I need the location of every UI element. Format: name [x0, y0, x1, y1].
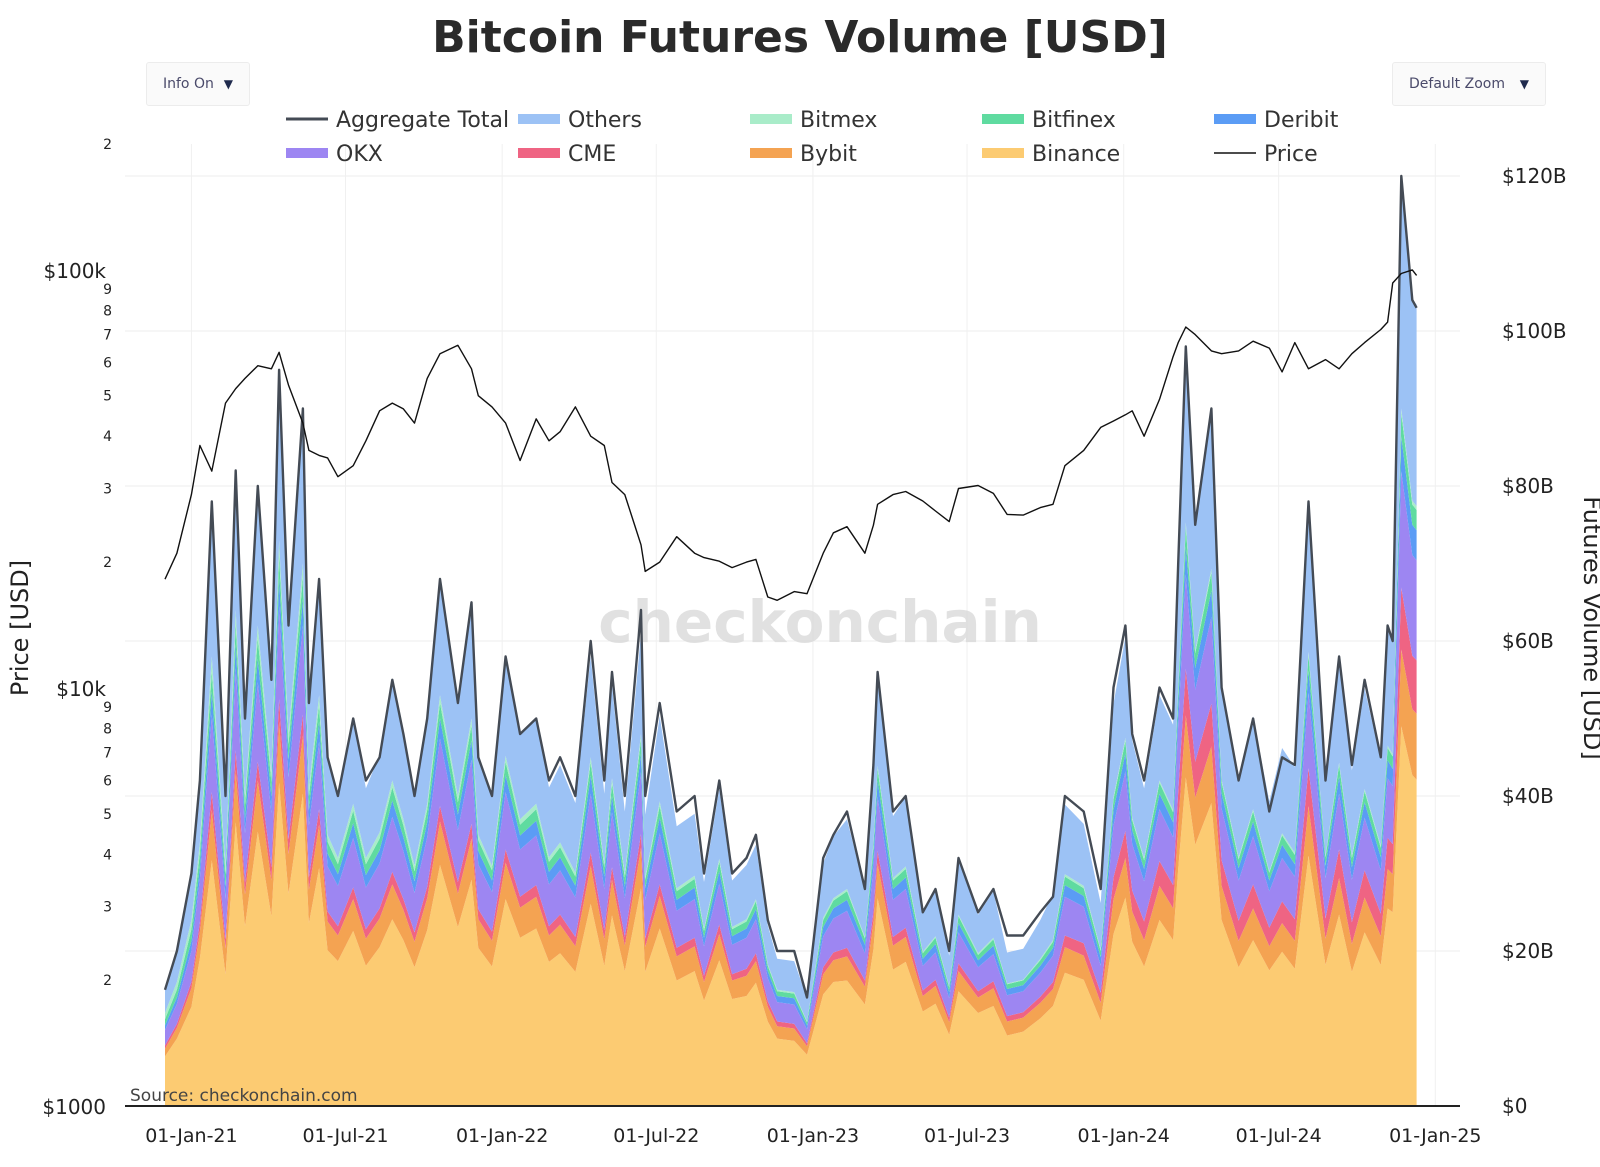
- line-price: [164, 269, 1418, 601]
- legend-label-price: Price: [1264, 142, 1318, 167]
- left-minor-tick-label: 2: [103, 973, 112, 989]
- left-minor-tick-label: 8: [103, 303, 112, 319]
- legend-label-bybit: Bybit: [800, 142, 857, 167]
- chevron-down-icon: ▼: [1519, 77, 1529, 91]
- watermark-text: checkonchain: [598, 588, 1042, 656]
- x-tick-label: 01-Jul-24: [1236, 1125, 1322, 1147]
- legend-label-binance: Binance: [1032, 142, 1120, 167]
- left-minor-tick-label: 5: [103, 807, 112, 823]
- left-minor-tick-label: 3: [103, 900, 112, 916]
- legend-swatch-deribit: [1214, 114, 1256, 124]
- left-minor-tick-label: 4: [103, 847, 112, 863]
- right-tick-label: $0: [1502, 1094, 1527, 1118]
- legend-swatch-bitfinex: [982, 114, 1024, 124]
- line-aggregate-total: [163, 174, 1418, 999]
- legend-swatch-bitmex: [750, 114, 792, 124]
- stacked-volume-areas: [165, 176, 1417, 1106]
- right-axis-ticks: $0 $20B $40B $60B $80B $100B $120B: [1502, 164, 1567, 1118]
- legend-swatch-binance: [982, 148, 1024, 158]
- legend-label-bitmex: Bitmex: [800, 108, 877, 133]
- legend-label-cme: CME: [568, 142, 616, 167]
- legend-label-aggregate: Aggregate Total: [336, 108, 509, 133]
- left-minor-tick-label: 7: [103, 328, 112, 344]
- left-minor-tick-label: 2: [103, 555, 112, 571]
- left-minor-tick-label: 3: [103, 481, 112, 497]
- right-tick-label: $120B: [1502, 164, 1567, 188]
- left-minor-tick-label: 2: [103, 137, 112, 153]
- chevron-down-icon: ▼: [223, 77, 233, 91]
- area-okx: [165, 471, 1417, 1046]
- x-tick-label: 01-Jan-24: [1077, 1125, 1169, 1147]
- legend-label-bitfinex: Bitfinex: [1032, 108, 1116, 133]
- legend: Aggregate Total Others Bitmex Bitfinex Derib…: [286, 108, 1339, 167]
- left-tick-label: $1000: [42, 1095, 106, 1119]
- series-lines: [163, 174, 1418, 999]
- info-toggle-dropdown[interactable]: Info On ▼: [146, 62, 250, 106]
- right-tick-label: $40B: [1502, 784, 1554, 808]
- area-others: [165, 176, 1417, 1022]
- left-minor-tick-label: 7: [103, 746, 112, 762]
- zoom-dropdown[interactable]: Default Zoom ▼: [1392, 62, 1546, 106]
- legend-swatch-others: [518, 114, 560, 124]
- left-tick-label: $100k: [44, 259, 107, 283]
- zoom-label: Default Zoom: [1409, 76, 1505, 92]
- legend-label-deribit: Deribit: [1264, 108, 1339, 133]
- legend-swatch-bybit: [750, 148, 792, 158]
- x-tick-label: 01-Jul-21: [302, 1125, 388, 1147]
- chart-title: Bitcoin Futures Volume [USD]: [432, 12, 1168, 63]
- x-axis-ticks: 01-Jan-21 01-Jul-21 01-Jan-22 01-Jul-22 01-J…: [145, 1125, 1481, 1147]
- info-toggle-label: Info On: [163, 76, 214, 92]
- area-binance: [165, 726, 1417, 1106]
- left-tick-label: $10k: [56, 677, 106, 701]
- left-minor-tick-label: 8: [103, 721, 112, 737]
- legend-label-others: Others: [568, 108, 642, 133]
- right-tick-label: $80B: [1502, 474, 1554, 498]
- legend-swatch-cme: [518, 148, 560, 158]
- legend-label-okx: OKX: [336, 142, 383, 167]
- right-tick-label: $20B: [1502, 939, 1554, 963]
- left-minor-tick-label: 9: [103, 700, 112, 716]
- left-minor-tick-label: 4: [103, 429, 112, 445]
- right-axis-title: Futures Volume [USD]: [1578, 496, 1600, 759]
- source-text: Source: checkonchain.com: [130, 1086, 358, 1106]
- left-minor-tick-label: 6: [103, 356, 112, 372]
- right-tick-label: $100B: [1502, 319, 1567, 343]
- x-tick-label: 01-Jul-23: [924, 1125, 1010, 1147]
- left-axis-title: Price [USD]: [6, 560, 34, 696]
- x-tick-label: 01-Jul-22: [613, 1125, 699, 1147]
- x-tick-label: 01-Jan-23: [767, 1125, 859, 1147]
- left-minor-tick-label: 6: [103, 774, 112, 790]
- left-minor-tick-label: 9: [103, 282, 112, 298]
- x-tick-label: 01-Jan-21: [145, 1125, 237, 1147]
- x-tick-label: 01-Jan-25: [1389, 1125, 1481, 1147]
- right-tick-label: $60B: [1502, 629, 1554, 653]
- left-minor-tick-label: 5: [103, 389, 112, 405]
- left-axis-ticks: $1000 $10k $100k 2 3 4 5 6 7 8 9 2 3 4 5 6 7 8 9 2: [42, 137, 112, 1119]
- legend-swatch-okx: [286, 148, 328, 158]
- x-tick-label: 01-Jan-22: [456, 1125, 548, 1147]
